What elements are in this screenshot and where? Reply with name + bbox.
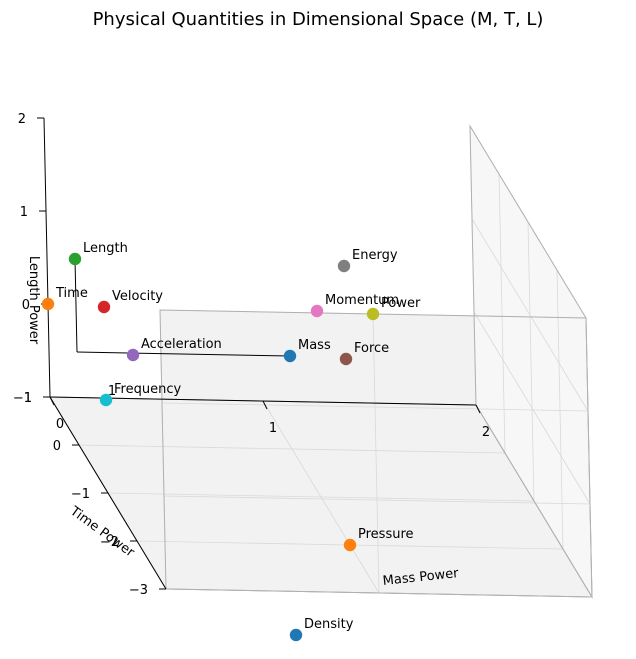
point-label-mass: Mass [298,338,331,353]
grid-line [107,492,535,502]
origin-length-line [74,258,78,353]
point-label-length: Length [83,241,128,256]
point-label-power: Power [381,296,421,311]
grid-line [163,495,591,505]
point-label-frequency: Frequency [114,382,181,397]
point-label-acceleration: Acceleration [141,337,222,352]
grid-line [161,402,589,412]
point-length [68,252,82,266]
point-pressure [343,538,357,552]
x-tick-label: 1 [269,421,277,436]
grid-line [498,173,506,454]
point-label-velocity: Velocity [112,289,163,304]
point-force [339,352,353,366]
point-label-momentum: Momentum [325,293,399,308]
z-tick-label: 1 [20,205,28,220]
data-points: Mass Time Length Velocity Acceleration Force M… [41,241,421,642]
y-tick-label: 1 [24,391,32,406]
origin-mass-line [76,351,291,357]
chart-title: Physical Quantities in Dimensional Space… [93,9,544,30]
x-tick-label-mark [262,400,268,410]
point-density [289,628,303,642]
point-momentum [310,304,324,318]
point-energy [337,259,351,273]
z-axis-label: Length Power [26,256,41,345]
x-tick-label-mark [49,396,55,406]
point-velocity [97,300,111,314]
point-label-force: Force [354,341,389,356]
y-tick-label: −1 [71,487,90,502]
z-tick-label: −1 [13,391,32,406]
pane-border [469,124,593,599]
y-tick-label: −2 [100,535,119,550]
grid-line [473,311,591,505]
x-tick-label: 0 [56,417,64,432]
z-tick-label: 0 [22,298,30,313]
point-label-time: Time [55,286,88,301]
tick-labels: 0 1 2 1 0 −1 −2 −3 2 1 0 −1 [13,112,490,598]
x-tick-label: 2 [482,425,490,440]
annotation-label: 1 [108,384,116,399]
y-tick-label: −3 [129,583,148,598]
axes-panes [50,126,592,597]
grid-line [471,218,589,412]
grid-line [78,444,506,454]
grid-line [556,269,564,550]
y-tick-label: 0 [53,439,61,454]
x-tick-label-mark [475,404,481,414]
point-label-density: Density [304,617,354,632]
point-acceleration [126,348,140,362]
point-time [41,297,55,311]
grid-line [527,221,535,502]
point-power [366,307,380,321]
point-mass [283,349,297,363]
point-frequency [99,393,113,407]
point-label-energy: Energy [352,248,398,263]
grid-line [372,313,380,594]
z-axis-line [43,117,51,398]
z-tick-label: 2 [18,112,26,127]
point-label-pressure: Pressure [358,527,414,542]
